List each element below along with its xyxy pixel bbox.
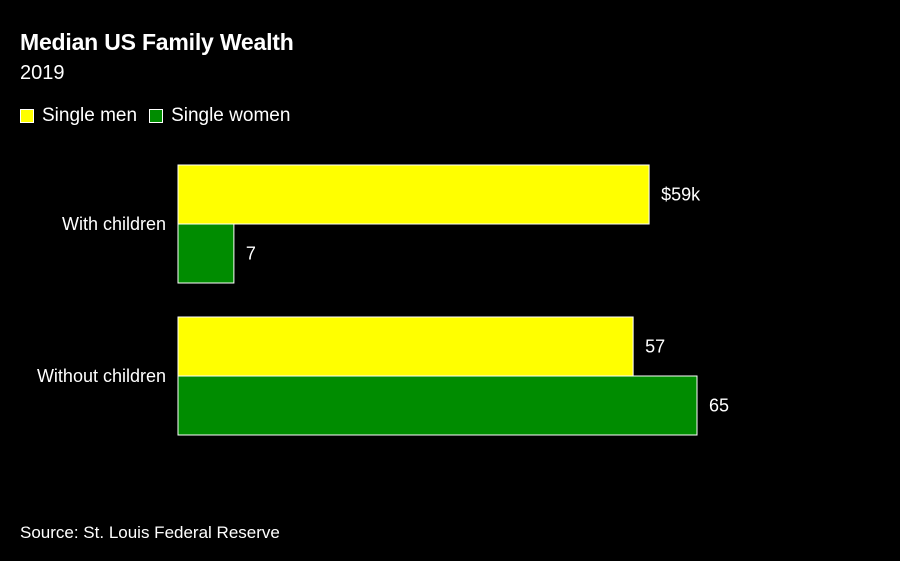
category-label-with-children: With children <box>62 214 166 234</box>
value-label-single-women-with-children: 7 <box>246 244 256 264</box>
legend-item-single-women: Single women <box>149 105 290 127</box>
legend-item-single-men: Single men <box>20 105 137 127</box>
bar-single-women-without-children <box>177 375 698 436</box>
bar-single-women-with-children <box>177 223 235 284</box>
chart-subtitle: 2019 <box>20 62 65 84</box>
chart-title: Median US Family Wealth <box>20 29 294 55</box>
legend: Single men Single women <box>20 105 302 127</box>
legend-swatch-single-men <box>20 109 34 123</box>
bar-single-men-without-children <box>177 316 634 377</box>
value-label-single-men-with-children: $59k <box>661 185 701 205</box>
bar-single-men-with-children <box>177 164 650 225</box>
legend-swatch-single-women <box>149 109 164 123</box>
category-label-without-children: Without children <box>37 366 166 386</box>
value-label-single-women-without-children: 65 <box>709 396 729 416</box>
value-label-single-men-without-children: 57 <box>645 337 665 357</box>
source-note: Source: St. Louis Federal Reserve <box>20 523 280 542</box>
legend-label-single-women: Single women <box>171 105 291 126</box>
legend-label-single-men: Single men <box>42 105 138 126</box>
